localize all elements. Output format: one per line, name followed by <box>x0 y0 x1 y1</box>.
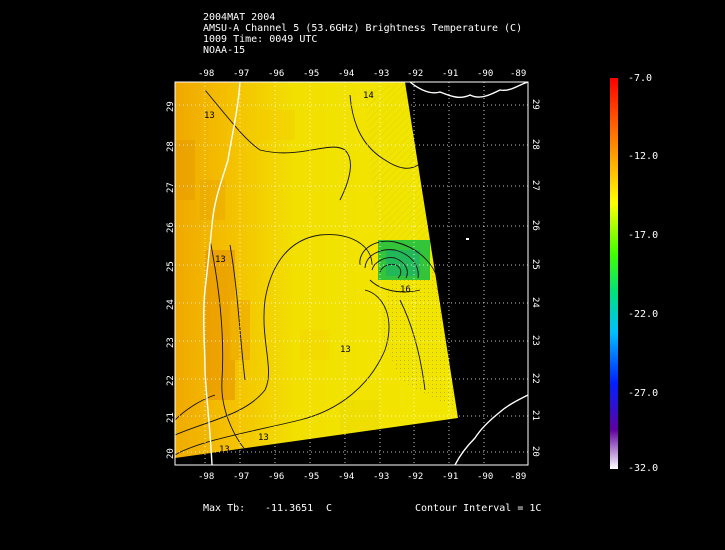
contour-label: 13 <box>219 445 230 455</box>
max-tb-label: Max Tb: <box>203 503 246 514</box>
contour-label: 13 <box>270 455 281 465</box>
lat-tick-label: 20 <box>166 448 176 459</box>
lat-tick-label: 24 <box>166 299 176 310</box>
lat-tick-label: 27 <box>166 182 176 193</box>
lat-tick-label: 21 <box>166 412 176 423</box>
contour-label: 13 <box>215 255 226 265</box>
lon-tick-label: -93 <box>373 69 389 79</box>
island-mark <box>466 238 469 240</box>
lon-tick-label: -89 <box>510 472 526 482</box>
lat-tick-label: 23 <box>166 337 176 348</box>
lon-tick-label: -95 <box>303 69 319 79</box>
lon-tick-label: -94 <box>338 69 354 79</box>
lon-tick-label: -93 <box>373 472 389 482</box>
plot-frame <box>174 81 529 466</box>
lat-tick-label: 29 <box>166 101 176 112</box>
lat-tick-label: 26 <box>166 222 176 233</box>
lat-tick-label: 29 <box>530 99 540 110</box>
colorbar-label: -12.0 <box>628 151 659 162</box>
lon-tick-label: -95 <box>303 472 319 482</box>
lon-tick-label: -90 <box>477 69 493 79</box>
lon-tick-label: -89 <box>510 69 526 79</box>
title-line-2: AMSU-A Channel 5 (53.6GHz) Brightness Te… <box>203 23 523 34</box>
contour-labels: 13 14 13 16 13 13 13 13 <box>204 91 411 465</box>
title-line-3: 1009 Time: 0049 UTC <box>203 34 318 45</box>
colorbar <box>610 78 618 469</box>
lon-tick-label: -97 <box>233 472 249 482</box>
lat-ticks-right: 29 28 27 26 25 24 23 22 21 20 <box>530 99 540 457</box>
contour-interval: Contour Interval = 1C <box>415 503 542 514</box>
lon-ticks-top: -98 -97 -96 -95 -94 -93 -92 -91 -90 -89 <box>198 69 526 79</box>
lon-tick-label: -92 <box>407 472 423 482</box>
lat-lon-grid <box>175 82 528 465</box>
lat-tick-label: 26 <box>530 220 540 231</box>
title-line-4: NOAA-15 <box>203 45 246 56</box>
colorbar-label: -27.0 <box>628 388 659 399</box>
lon-tick-label: -92 <box>407 69 423 79</box>
swath-coverage <box>175 82 458 458</box>
lon-tick-label: -91 <box>442 69 458 79</box>
contour-label: 13 <box>258 433 269 443</box>
lon-tick-label: -97 <box>233 69 249 79</box>
lat-tick-label: 28 <box>166 141 176 152</box>
lon-tick-label: -98 <box>198 472 214 482</box>
lat-tick-label: 23 <box>530 335 540 346</box>
lon-tick-label: -94 <box>338 472 354 482</box>
lat-tick-label: 25 <box>530 259 540 270</box>
lat-tick-label: 24 <box>530 297 540 308</box>
lat-tick-label: 25 <box>166 261 176 272</box>
lon-tick-label: -98 <box>198 69 214 79</box>
contour-label: 14 <box>363 91 374 101</box>
contour-label: 16 <box>400 285 411 295</box>
lon-tick-label: -91 <box>442 472 458 482</box>
max-tb-unit: C <box>326 503 333 514</box>
colorbar-label: -7.0 <box>628 73 653 84</box>
contour-label: 13 <box>340 345 351 355</box>
lat-ticks-left: 29 28 27 26 25 24 23 22 21 20 <box>166 101 176 459</box>
lon-tick-label: -96 <box>268 472 284 482</box>
colorbar-label: -22.0 <box>628 309 659 320</box>
colorbar-label: -17.0 <box>628 230 659 241</box>
contour-label: 13 <box>204 111 215 121</box>
max-tb-value: -11.3651 <box>265 503 314 514</box>
lon-tick-label: -90 <box>477 472 493 482</box>
lat-tick-label: 20 <box>530 446 540 457</box>
colorbar-label: -32.0 <box>628 463 659 474</box>
lon-tick-label: -96 <box>268 69 284 79</box>
coastline <box>202 82 528 465</box>
lat-tick-label: 21 <box>530 410 540 421</box>
lat-tick-label: 27 <box>530 180 540 191</box>
lat-tick-label: 22 <box>166 375 176 386</box>
title-line-1: 2004MAT 2004 <box>203 12 276 23</box>
lon-ticks-bottom: -98 -97 -96 -95 -94 -93 -92 -91 -90 -89 <box>198 472 526 482</box>
lat-tick-label: 28 <box>530 139 540 150</box>
lat-tick-label: 22 <box>530 373 540 384</box>
